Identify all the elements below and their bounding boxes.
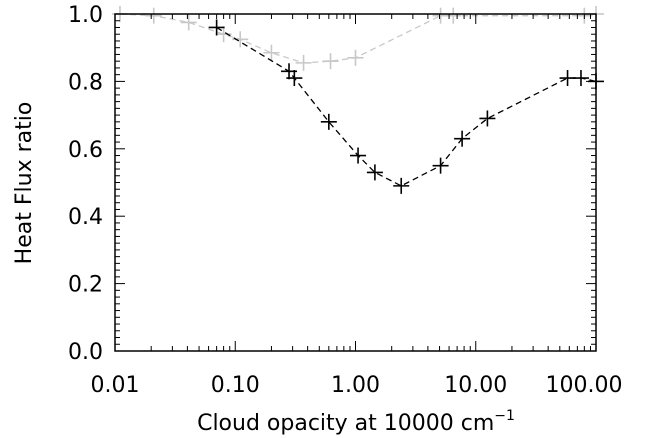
data-point-marker — [322, 53, 339, 70]
x-axis-label-exponent: −1 — [494, 408, 515, 424]
data-point-marker — [479, 110, 496, 127]
data-point-marker — [286, 70, 303, 87]
data-point-marker — [347, 49, 364, 66]
data-point-marker — [263, 44, 280, 61]
data-point-marker — [445, 7, 462, 24]
series-layer — [111, 6, 604, 194]
data-point-marker — [366, 164, 383, 181]
x-tick-label: 100.00 — [546, 373, 623, 398]
data-point-marker — [145, 7, 162, 24]
y-tick-label: 0.2 — [68, 273, 103, 298]
x-tick-label: 0.01 — [91, 373, 140, 398]
y-tick-label: 1.0 — [68, 3, 103, 28]
y-tick-label: 0.6 — [68, 138, 103, 163]
ticks-layer — [114, 13, 597, 352]
series-line — [119, 13, 597, 64]
y-tick-label: 0.0 — [68, 340, 103, 365]
x-tick-label: 10.00 — [444, 373, 507, 398]
y-tick-label: 0.8 — [68, 70, 103, 95]
y-tick-label: 0.4 — [68, 205, 103, 230]
data-point-marker — [572, 70, 589, 87]
data-point-marker — [208, 19, 225, 36]
data-point-marker — [393, 177, 410, 194]
y-axis-label: Heat Flux ratio — [12, 102, 37, 265]
labels-layer: 0.01 0.10 1.00 10.00 100.00 0.0 0.2 0.4 0.6 0.8 1.… — [68, 3, 622, 398]
series-line — [216, 26, 597, 187]
data-point-marker — [559, 70, 576, 87]
x-axis-label: Cloud opacity at 10000 cm−1 — [197, 408, 515, 436]
x-tick-label: 1.00 — [331, 373, 380, 398]
data-point-marker — [295, 54, 312, 71]
data-point-marker — [432, 157, 449, 174]
x-tick-label: 0.10 — [211, 373, 260, 398]
x-axis-label-text: Cloud opacity at 10000 cm — [197, 411, 494, 436]
data-point-marker — [180, 14, 197, 31]
data-point-marker — [320, 113, 337, 130]
data-point-marker — [350, 147, 367, 164]
data-point-marker — [454, 130, 471, 147]
